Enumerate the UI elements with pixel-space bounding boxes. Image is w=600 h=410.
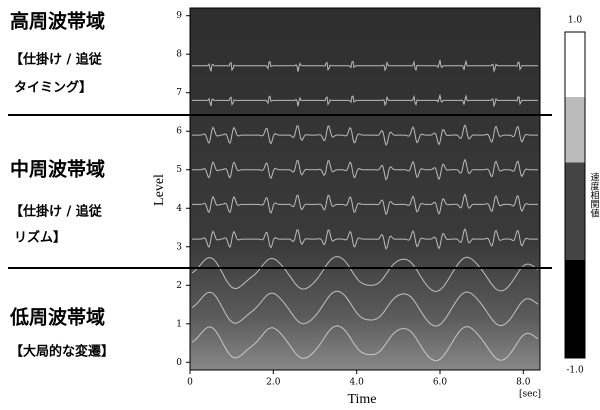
x-unit: [sec] [519,390,541,400]
plot-area [190,8,540,370]
y-tick-label: 4 [176,204,182,214]
x-tick-label: 2.0 [266,378,281,388]
y-tick-label: 9 [176,11,182,21]
y-tick-label: 8 [176,50,182,60]
y-tick-label: 2 [176,281,182,291]
y-tick-label: 3 [176,242,182,252]
figure: 高周波帯域 【仕掛け / 追従 タイミング】 中周波帯域 【仕掛け / 追従 リ… [0,0,600,410]
x-tick-label: 0 [187,378,193,388]
band-title: 中周波帯域 [10,158,105,181]
band-title: 低周波帯域 [9,306,105,329]
x-axis-title: Time [347,392,376,407]
band-note: 【大局的な変遷】 [10,344,114,360]
band-note: 【仕掛け / 追従 [10,52,102,68]
band-note: 【仕掛け / 追従 [10,204,102,220]
y-tick-label: 0 [176,358,182,368]
x-tick-label: 6.0 [433,378,448,388]
y-tick-label: 6 [176,127,182,137]
y-tick-label: 5 [176,165,182,175]
band-note: リズム】 [14,230,66,246]
band-note: タイミング】 [14,80,92,96]
colorbar-tick-label: 1.0 [568,16,583,26]
x-tick-label: 8.0 [516,378,531,388]
y-axis-title: Level [152,174,167,206]
x-tick-label: 4.0 [350,378,365,388]
band-title: 高周波帯域 [10,10,105,33]
colorbar [565,32,585,358]
y-tick-label: 1 [176,319,182,329]
y-tick-label: 7 [176,88,182,98]
colorbar-label: 速度相関値 [589,172,600,218]
colorbar-tick-label: -1.0 [566,366,584,376]
